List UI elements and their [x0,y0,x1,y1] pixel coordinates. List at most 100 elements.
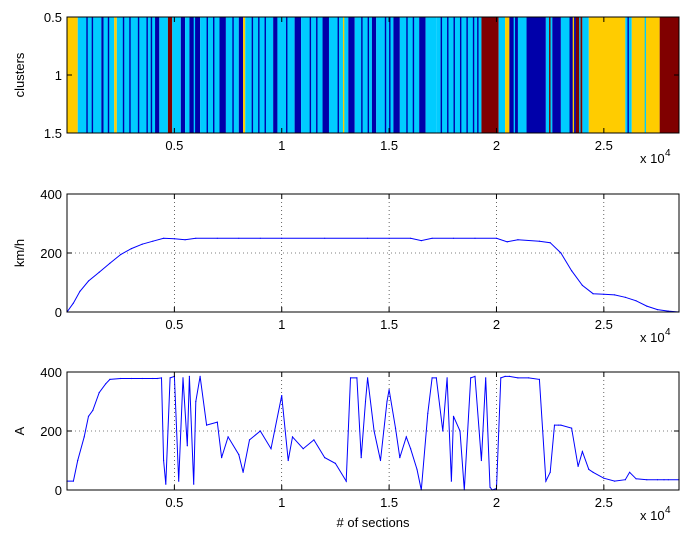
data-point [109,262,111,264]
cluster-band [472,17,475,133]
data-point [446,377,448,379]
cluster-band [517,17,527,133]
y-axis-label: km/h [12,239,27,267]
data-point [399,457,401,459]
cluster-band [498,17,506,133]
data-point [485,377,487,379]
cluster-band [569,17,576,133]
data-point [206,424,208,426]
data-point [193,483,195,485]
data-point [545,480,547,482]
data-point [560,252,562,254]
data-point [367,237,369,239]
data-point [72,302,74,304]
x-tick-label: 1.5 [380,495,398,510]
cluster-band [206,17,208,133]
data-point [349,377,352,379]
data-point [646,479,648,481]
data-point [667,310,669,312]
data-point [603,477,605,479]
x-exponent-label: x 10 [640,151,665,166]
data-point [560,424,562,426]
data-point [667,479,669,481]
cluster-band [371,17,377,133]
data-point [571,427,573,429]
cluster-band [509,17,518,133]
data-point [452,415,455,417]
cluster-band [180,17,186,133]
data-point [656,479,659,481]
data-point [79,290,81,292]
x-exponent-power: 4 [665,505,671,516]
data-point [410,448,412,450]
data-point [152,377,154,380]
cluster-band [627,17,629,133]
data-point [345,480,347,482]
data-point [553,424,556,426]
cluster-band [644,17,647,133]
x-tick-label: 1 [278,138,285,153]
cluster-band [447,17,449,133]
x-tick-label: 1.5 [380,138,398,153]
x-tick-label: 1 [278,495,285,510]
data-point [281,237,283,239]
cluster-band [67,17,78,133]
y-tick-label: 1.5 [44,126,62,141]
data-point [334,462,336,464]
data-point [367,377,369,379]
cluster-band [185,17,190,133]
y-axis-label: A [12,426,27,435]
data-point [480,459,482,462]
cluster-band [354,17,372,133]
cluster-band [258,17,260,133]
cluster-band [588,17,626,133]
cluster-band [552,17,561,133]
cluster-band [348,17,355,133]
cluster-band [286,17,288,133]
y-tick-label: 400 [40,187,62,202]
cluster-band [251,17,254,133]
data-point [195,400,197,403]
data-point [538,378,541,380]
cluster-band [243,17,246,133]
data-point [538,240,541,242]
data-point [442,430,444,432]
data-point [577,465,579,467]
data-point [592,293,594,295]
data-point [450,480,452,482]
x-tick-label: 1.5 [380,317,398,332]
cluster-band [193,17,196,133]
data-point [186,445,188,447]
data-point [517,377,519,379]
data-point [360,457,362,459]
data-point [420,240,422,242]
data-point [287,459,289,462]
data-point [188,375,190,377]
data-point [504,375,506,377]
cluster-band [572,17,575,133]
data-point [656,309,659,311]
cluster-band [361,17,363,133]
data-point [405,436,407,438]
data-point [173,238,175,240]
data-point [435,377,437,379]
cluster-band [440,17,443,133]
data-point [459,430,461,432]
data-point [324,237,326,239]
panel-3: 0.5 1 1.5 2 2.5 0 200 400 A # of sections x 10 4 [12,365,680,530]
y-tick-label: 200 [40,246,62,261]
data-point [356,377,358,379]
data-point [259,430,261,432]
data-point [141,243,143,245]
data-point [216,237,218,239]
data-point [379,459,382,462]
cluster-band [477,17,479,133]
cluster-band [505,17,510,133]
data-point [373,430,375,432]
cluster-band [549,17,551,133]
data-point [581,284,584,286]
cluster-band [389,17,391,133]
data-point [624,479,626,481]
cluster-band [659,17,679,133]
cluster-band [116,17,156,133]
